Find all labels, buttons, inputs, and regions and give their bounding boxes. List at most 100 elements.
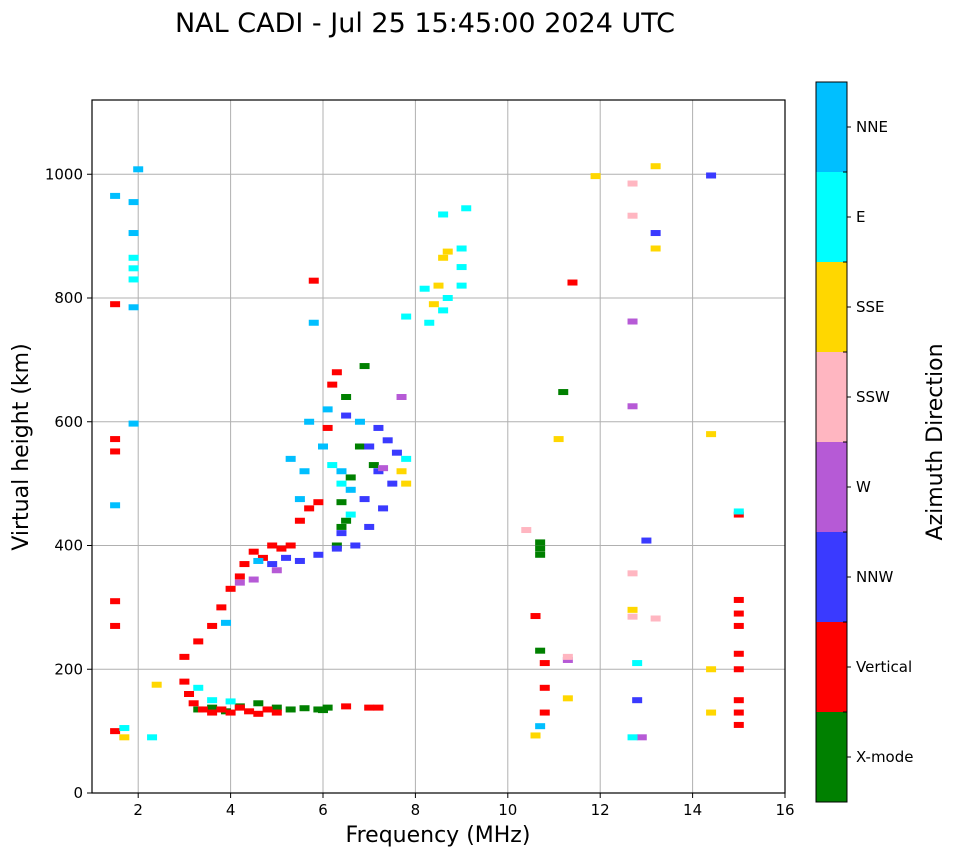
data-point xyxy=(733,622,744,629)
data-point xyxy=(248,576,259,583)
data-point xyxy=(562,653,573,660)
data-point xyxy=(262,706,273,713)
data-point xyxy=(216,706,227,713)
data-point xyxy=(401,480,412,487)
data-point xyxy=(299,705,310,712)
data-point xyxy=(322,424,333,431)
data-point xyxy=(382,437,393,444)
data-point xyxy=(535,723,546,730)
data-point xyxy=(220,619,231,626)
data-point xyxy=(327,381,338,388)
data-point xyxy=(128,254,139,261)
data-point xyxy=(267,561,278,568)
data-point xyxy=(179,653,190,660)
data-point xyxy=(336,499,347,506)
data-point xyxy=(373,424,384,431)
data-point xyxy=(359,496,370,503)
data-point xyxy=(733,721,744,728)
data-point xyxy=(267,542,278,549)
data-point xyxy=(627,613,638,620)
data-point xyxy=(257,554,268,561)
data-point xyxy=(197,706,208,713)
data-point xyxy=(641,537,652,544)
data-point xyxy=(128,420,139,427)
data-point xyxy=(627,212,638,219)
data-point xyxy=(110,448,121,455)
data-point xyxy=(110,192,121,199)
data-point xyxy=(590,173,601,180)
y-tick-label: 800 xyxy=(54,289,83,307)
data-point xyxy=(354,443,365,450)
data-point xyxy=(207,622,218,629)
colorbar-swatch xyxy=(816,532,847,622)
data-point xyxy=(364,443,375,450)
data-point xyxy=(438,211,449,218)
data-point xyxy=(294,557,305,564)
data-point xyxy=(248,548,259,555)
data-point xyxy=(225,709,236,716)
data-point xyxy=(341,412,352,419)
colorbar-tick-label: SSW xyxy=(856,388,890,406)
data-point xyxy=(567,279,578,286)
data-point xyxy=(401,455,412,462)
data-point xyxy=(428,301,439,308)
data-point xyxy=(733,511,744,518)
data-point xyxy=(706,431,717,438)
data-point xyxy=(553,436,564,443)
colorbar: X-mode Vertical NNW W SSW SSE E NNE xyxy=(815,81,913,803)
data-point xyxy=(331,542,342,549)
colorbar-tick-label: NNW xyxy=(856,568,893,586)
colorbar-swatch xyxy=(816,172,847,262)
x-tick-label: 6 xyxy=(318,801,328,819)
data-point xyxy=(128,230,139,237)
data-point xyxy=(285,455,296,462)
series-sse xyxy=(119,163,717,741)
data-point xyxy=(110,728,121,735)
data-point xyxy=(225,585,236,592)
data-point xyxy=(331,545,342,552)
y-tick-label: 1000 xyxy=(45,165,83,183)
colorbar-tick-label: NNE xyxy=(856,118,888,136)
data-point xyxy=(128,199,139,206)
data-point xyxy=(336,530,347,537)
data-point xyxy=(276,545,287,552)
colorbar-tick-label: E xyxy=(856,208,865,226)
data-point xyxy=(530,613,541,620)
data-point xyxy=(364,704,375,711)
data-point xyxy=(539,660,550,667)
data-point xyxy=(632,697,643,704)
data-point xyxy=(706,172,717,179)
data-point xyxy=(119,725,130,732)
data-point xyxy=(627,180,638,187)
colorbar-tick-label: W xyxy=(856,478,871,496)
data-point xyxy=(456,245,467,252)
data-point xyxy=(706,666,717,673)
data-point xyxy=(184,691,195,697)
data-point xyxy=(354,418,365,425)
data-point xyxy=(271,567,282,574)
data-point xyxy=(350,542,361,549)
data-point xyxy=(706,709,717,716)
data-point xyxy=(387,480,398,487)
data-point xyxy=(331,369,342,376)
colorbar-tick-label: Vertical xyxy=(856,658,912,676)
y-tick-label: 600 xyxy=(54,413,83,431)
data-point xyxy=(285,542,296,549)
x-tick-label: 12 xyxy=(591,801,610,819)
data-point xyxy=(207,709,218,716)
data-point xyxy=(179,678,190,685)
data-point xyxy=(239,561,250,568)
data-point xyxy=(391,449,402,456)
data-point xyxy=(216,604,227,611)
series-nnw xyxy=(267,172,717,704)
data-point xyxy=(627,318,638,325)
data-point xyxy=(373,704,384,711)
data-point xyxy=(733,596,744,603)
data-point xyxy=(433,282,444,289)
data-point xyxy=(733,650,744,657)
colorbar-frame xyxy=(815,81,848,803)
data-point xyxy=(733,709,744,716)
data-point xyxy=(110,622,121,629)
data-point xyxy=(313,499,324,506)
data-point xyxy=(733,610,744,617)
